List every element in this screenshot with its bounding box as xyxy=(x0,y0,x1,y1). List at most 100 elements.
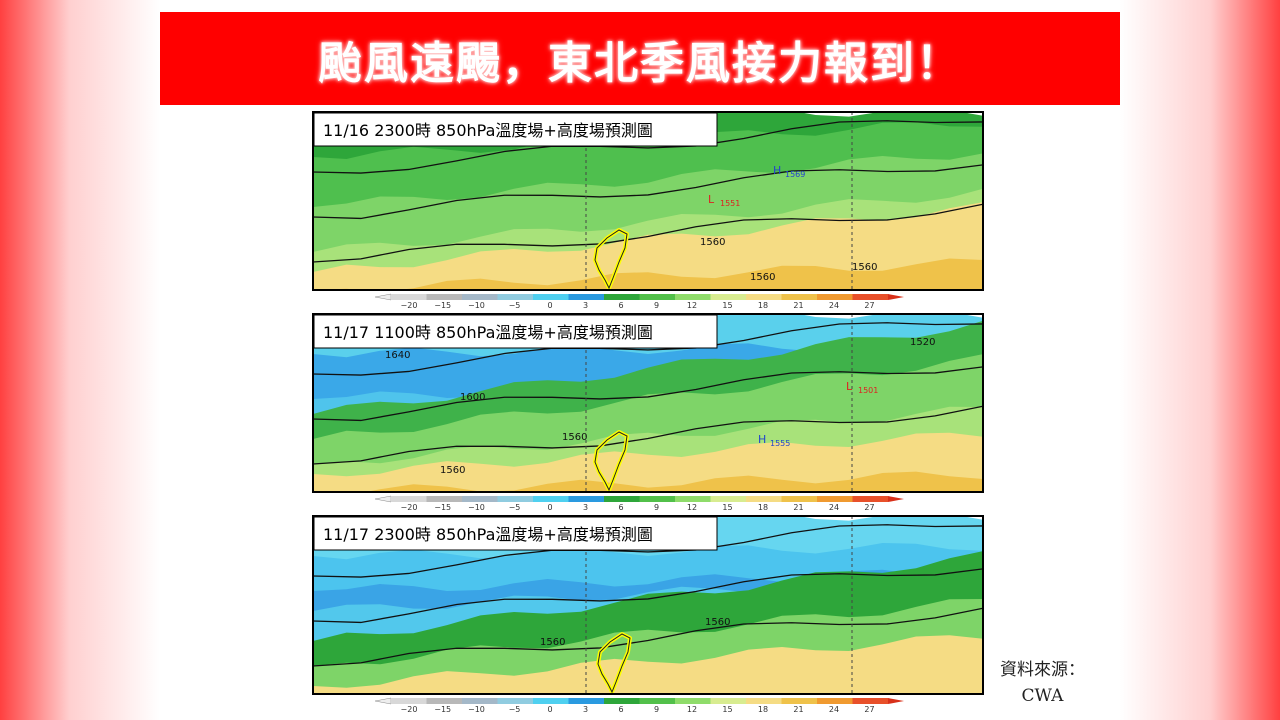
colorbar-segment xyxy=(604,698,640,704)
colorbar-segment xyxy=(391,294,427,300)
colorbar-tick-label: 6 xyxy=(618,705,623,714)
height-contour xyxy=(313,405,983,465)
label-box xyxy=(313,516,718,551)
colorbar-segment xyxy=(568,698,604,704)
colorbar-tick-label: −5 xyxy=(509,503,521,512)
colorbar-tick-label: 24 xyxy=(829,705,839,714)
colorbar-tick-label: 12 xyxy=(687,301,697,310)
source: 資料來源： CWA xyxy=(1000,657,1085,709)
colorbar-segment xyxy=(817,294,853,300)
colorbar-segment xyxy=(781,698,817,704)
colorbar-tick-label: 9 xyxy=(654,503,659,512)
colorbar-tick-label: 6 xyxy=(618,503,623,512)
colorbar-segment xyxy=(817,698,853,704)
colorbar-tick-label: 27 xyxy=(864,301,874,310)
contour-label: 1560 xyxy=(750,272,775,283)
colorbar-segment xyxy=(462,496,498,502)
colorbar-tick-label: 9 xyxy=(654,301,659,310)
colorbar-segment xyxy=(639,496,675,502)
colorbar-segment xyxy=(746,698,782,704)
colorbar-segment xyxy=(391,698,427,704)
colorbar-arrow xyxy=(888,496,904,502)
taiwan-outline xyxy=(594,229,628,290)
colorbar-tick-label: 0 xyxy=(547,503,552,512)
contour-label: 1600 xyxy=(460,392,485,403)
colorbar-tick-label: 15 xyxy=(722,301,732,310)
colorbar-segment xyxy=(675,496,711,502)
map-frame xyxy=(312,515,984,695)
map-frame xyxy=(312,111,984,291)
colorbar-tick-label: 21 xyxy=(793,705,803,714)
height-contour xyxy=(313,568,983,624)
colorbar-tick-label: 12 xyxy=(687,503,697,512)
colorbar-tick-label: 0 xyxy=(547,705,552,714)
colorbar-segment xyxy=(533,496,569,502)
colorbar-segment xyxy=(497,698,533,704)
temperature-band xyxy=(313,635,983,694)
colorbar-tick-label: −20 xyxy=(401,301,418,310)
colorbar-arrow xyxy=(888,698,904,704)
label-box xyxy=(313,314,718,349)
colorbar-segment xyxy=(746,294,782,300)
colorbar-segment xyxy=(852,698,888,704)
colorbar-tick-label: 3 xyxy=(583,503,588,512)
colorbar-tick-label: 18 xyxy=(758,705,768,714)
colorbar-tick-label: 18 xyxy=(758,301,768,310)
colorbar-segment xyxy=(817,496,853,502)
contour-label: 1560 xyxy=(852,262,877,273)
colorbar-segment xyxy=(710,294,746,300)
colorbar-arrow xyxy=(374,293,392,301)
source-name: CWA xyxy=(1021,686,1064,706)
height-contour xyxy=(313,164,983,220)
colorbar-tick-label: −15 xyxy=(434,301,451,310)
height-contour xyxy=(313,607,983,667)
colorbar-segment xyxy=(746,496,782,502)
contour-label: 1520 xyxy=(910,337,935,348)
height-contour xyxy=(313,524,983,578)
pressure-mark: H xyxy=(758,433,766,446)
temperature-band xyxy=(313,432,983,492)
map: 1560 1560 xyxy=(313,516,983,694)
colorbar-tick-label: −5 xyxy=(509,301,521,310)
colorbar-segment xyxy=(604,496,640,502)
pressure-mark: L xyxy=(846,380,853,393)
map-frame xyxy=(312,313,984,493)
colorbar-tick-label: 27 xyxy=(864,503,874,512)
colorbar-tick-label: 6 xyxy=(618,301,623,310)
colorbar-segment xyxy=(675,294,711,300)
colorbar-segment xyxy=(497,294,533,300)
map: 1640 1600 1560 1560 L 1501 H 1555 1520 xyxy=(313,314,983,492)
colorbar-tick-label: 3 xyxy=(583,705,588,714)
title: 颱風遠颺，東北季風接力報到！ xyxy=(318,37,962,89)
colorbar-segment xyxy=(568,294,604,300)
height-contour xyxy=(313,120,983,174)
colorbar-segment xyxy=(426,496,462,502)
colorbar-tick-label: 15 xyxy=(722,503,732,512)
temperature-band xyxy=(313,471,983,492)
colorbar-tick-label: 27 xyxy=(864,705,874,714)
colorbar-segment xyxy=(604,294,640,300)
colorbar-segment xyxy=(533,294,569,300)
contour-label: 1640 xyxy=(385,350,410,361)
colorbar-tick-label: 21 xyxy=(793,503,803,512)
source-label: 資料來源： xyxy=(1000,660,1085,680)
colorbar-tick-label: −20 xyxy=(401,705,418,714)
colorbar-arrow xyxy=(888,294,904,300)
colorbar-segment xyxy=(639,698,675,704)
colorbar-tick-label: −10 xyxy=(468,503,485,512)
colorbar-segment xyxy=(710,698,746,704)
height-contour xyxy=(313,366,983,422)
colorbar-tick-label: −10 xyxy=(468,301,485,310)
contour-label: 1560 xyxy=(700,237,725,248)
colorbar-segment xyxy=(568,496,604,502)
banner: 颱風遠颺，東北季風接力報到！ xyxy=(160,12,1120,105)
colorbar-tick-label: 15 xyxy=(722,705,732,714)
colorbar-tick-label: 21 xyxy=(793,301,803,310)
colorbar-tick-label: 9 xyxy=(654,705,659,714)
panel-label: 11/17 1100時 850hPa溫度場+高度場預測圖 xyxy=(323,323,653,342)
temperature-band xyxy=(313,258,983,290)
